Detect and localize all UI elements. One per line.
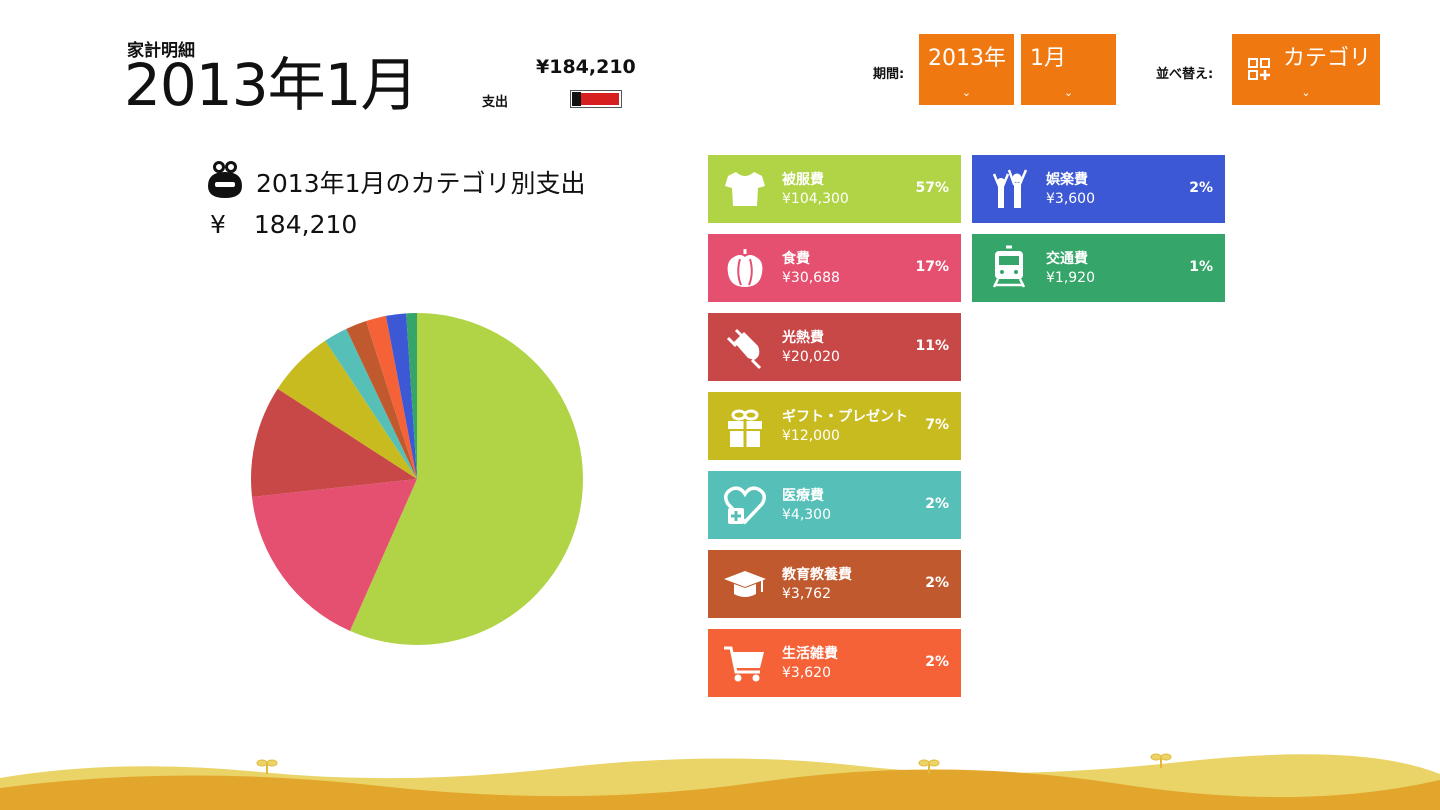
category-percent: 7% [925, 417, 949, 433]
category-tile[interactable]: 被服費 ¥104,300 57% [708, 155, 961, 223]
period-label: 期間: [873, 67, 905, 82]
month-value: 1月 [1030, 46, 1066, 71]
app-subtitle: 家計明細 [127, 41, 195, 61]
purse-icon [208, 161, 242, 198]
chart-title: 2013年1月のカテゴリ別支出 [256, 169, 586, 198]
category-amount: ¥4,300 [782, 507, 831, 523]
currency-symbol: ¥ [210, 210, 226, 239]
shirt-icon [725, 172, 765, 206]
gift-icon [728, 409, 762, 447]
category-name: 交通費 [1046, 251, 1088, 267]
category-tile[interactable]: 教育教養費 ¥3,762 2% [708, 550, 961, 618]
category-name: 娯楽費 [1046, 172, 1088, 188]
pie-slice [325, 328, 417, 479]
category-name: 教育教養費 [782, 567, 852, 583]
pepper-icon [727, 249, 763, 287]
chevron-down-icon: ⌄ [1301, 86, 1311, 99]
pie-slice [277, 340, 417, 479]
category-tile[interactable]: ギフト・プレゼント ¥12,000 7% [708, 392, 961, 460]
category-amount: ¥30,688 [782, 270, 840, 286]
category-amount: ¥3,620 [782, 665, 831, 681]
graduation-cap-icon [724, 571, 766, 597]
people-cheering-icon [992, 169, 1028, 208]
category-amount: ¥104,300 [782, 191, 849, 207]
category-amount: ¥1,920 [1046, 270, 1095, 286]
category-name: 医療費 [782, 488, 824, 504]
page-title: 2013年1月 [124, 51, 419, 119]
sort-label: 並べ替え: [1156, 67, 1214, 82]
sprout-icon [918, 759, 940, 774]
category-name: 被服費 [782, 172, 824, 188]
pie-slice [346, 321, 417, 479]
year-selector[interactable]: 2013年 ⌄ [919, 34, 1014, 105]
chart-total-value: 184,210 [253, 210, 358, 239]
sort-selector[interactable]: カテゴリ ⌄ [1232, 34, 1380, 105]
chevron-down-icon: ⌄ [1063, 86, 1074, 99]
month-selector[interactable]: 1月 ⌄ [1021, 34, 1116, 105]
category-percent: 2% [925, 575, 949, 591]
category-percent: 2% [925, 496, 949, 512]
shopping-cart-icon [724, 646, 764, 682]
train-icon [992, 245, 1026, 288]
category-name: ギフト・プレゼント [782, 409, 908, 425]
decorative-hills [0, 753, 1440, 810]
expense-progress-bar [570, 90, 622, 108]
category-name: 生活雑費 [782, 646, 838, 662]
category-amount: ¥3,762 [782, 586, 831, 602]
category-tile[interactable]: 交通費 ¥1,920 1% [972, 234, 1225, 302]
category-tile[interactable]: 光熱費 ¥20,020 11% [708, 313, 961, 381]
chart-total: ¥184,210 [210, 210, 357, 239]
plug-icon [726, 328, 762, 370]
category-tile[interactable]: 生活雑費 ¥3,620 2% [708, 629, 961, 697]
pie-slice [366, 315, 417, 479]
pie-slice [251, 388, 417, 497]
category-grid-icon [1248, 58, 1270, 80]
sprout-icon [1150, 753, 1172, 768]
pie-slice [251, 479, 417, 631]
category-percent: 1% [1189, 259, 1213, 275]
pie-slice [349, 313, 583, 645]
category-name: 食費 [782, 251, 810, 267]
category-percent: 2% [925, 654, 949, 670]
category-tile[interactable]: 医療費 ¥4,300 2% [708, 471, 961, 539]
total-expense-amount: ¥184,210 [536, 56, 636, 78]
category-tile[interactable]: 食費 ¥30,688 17% [708, 234, 961, 302]
category-percent: 17% [915, 259, 949, 275]
category-pie-chart [251, 313, 583, 645]
pie-slice [406, 313, 417, 479]
category-tile[interactable]: 娯楽費 ¥3,600 2% [972, 155, 1225, 223]
chevron-down-icon: ⌄ [961, 86, 972, 99]
expense-progress-fill [581, 93, 619, 105]
category-amount: ¥3,600 [1046, 191, 1095, 207]
category-amount: ¥20,020 [782, 349, 840, 365]
sprout-icon [256, 759, 278, 774]
category-percent: 2% [1189, 180, 1213, 196]
category-percent: 57% [915, 180, 949, 196]
category-amount: ¥12,000 [782, 428, 840, 444]
pie-slice [385, 313, 417, 479]
sort-value: カテゴリ [1283, 46, 1372, 71]
category-name: 光熱費 [782, 330, 824, 346]
medical-heart-icon [724, 486, 766, 525]
expense-label: 支出 [482, 95, 509, 110]
year-value: 2013年 [928, 46, 1006, 71]
expense-progress-marker [572, 92, 581, 106]
category-percent: 11% [915, 338, 949, 354]
